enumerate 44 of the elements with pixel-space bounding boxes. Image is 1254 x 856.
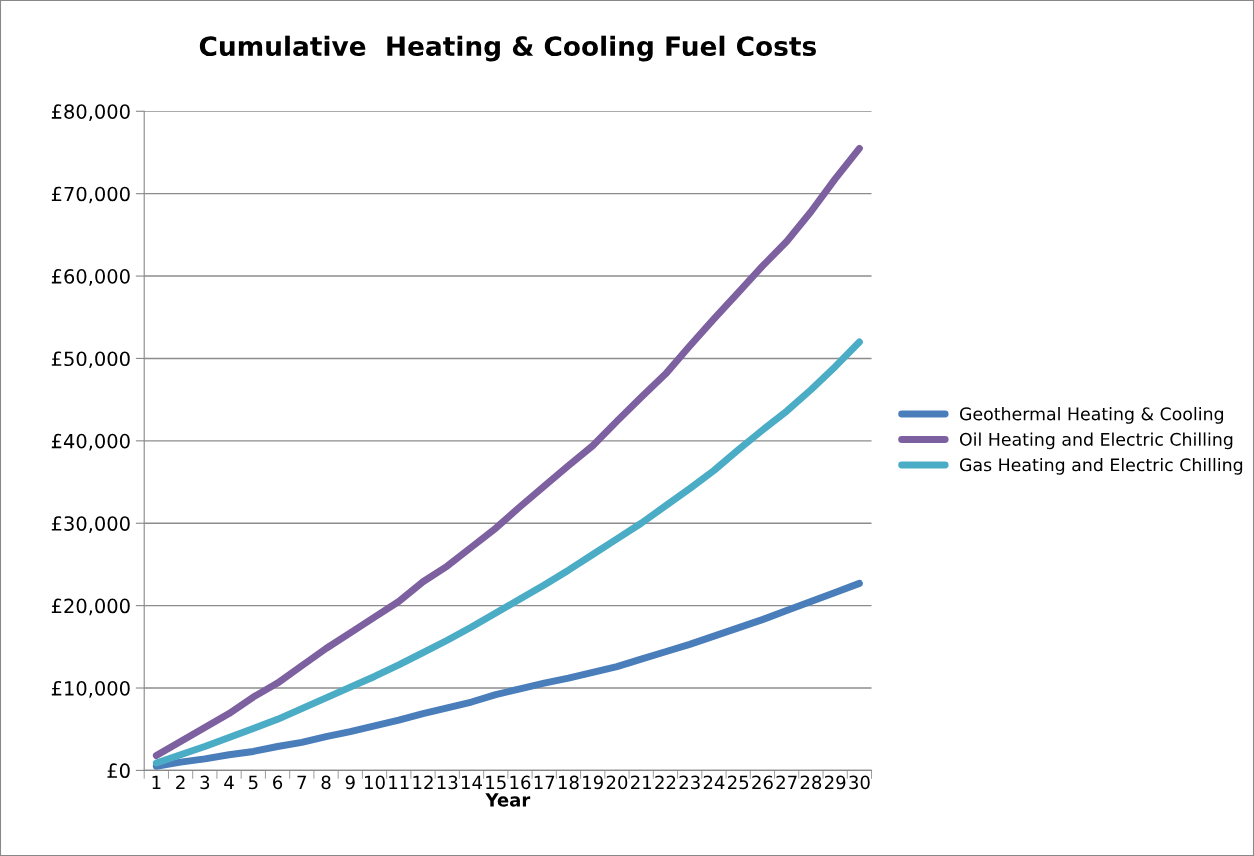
x-tick-label: 19	[583, 775, 603, 790]
x-tick-label: 22	[655, 775, 676, 789]
x-tick-label: 26	[752, 775, 773, 790]
x-tick-label: 23	[679, 775, 700, 790]
x-tick-label: 13	[437, 775, 458, 790]
x-tick-label: 17	[534, 775, 555, 789]
y-tick-label: £70,000	[51, 186, 130, 204]
x-tick-label: 21	[631, 775, 652, 789]
x-tick-label: 18	[558, 775, 579, 790]
x-tick-label: 30	[849, 775, 870, 790]
y-tick-label: £50,000	[51, 351, 130, 369]
x-tick-label: 16	[510, 775, 531, 790]
y-tick-label: £80,000	[51, 104, 130, 121]
y-tick-label: £30,000	[51, 516, 130, 533]
x-tick-label: 12	[413, 775, 433, 789]
x-tick-label: 14	[462, 775, 482, 789]
x-tick-label: 1	[152, 775, 161, 789]
x-tick-label: 24	[703, 775, 725, 789]
x-tick-label: 11	[389, 775, 409, 789]
legend-label: Oil Heating and Electric Chilling	[959, 432, 1233, 450]
x-tick-label: 25	[728, 775, 749, 790]
y-tick-label: £10,000	[51, 680, 130, 698]
x-tick-label: 10	[365, 775, 385, 790]
y-tick-label: £20,000	[51, 598, 130, 616]
x-axis-title: Year	[485, 793, 531, 807]
legend-label: Geothermal Heating & Cooling	[959, 406, 1224, 424]
x-tick-label: 3	[200, 775, 210, 790]
x-tick-label: 20	[606, 775, 628, 790]
x-tick-label: 15	[486, 775, 506, 790]
chart-title: Cumulative Heating & Cooling Fuel Costs	[199, 35, 816, 62]
x-tick-label: 5	[248, 775, 258, 790]
x-tick-label: 2	[176, 775, 185, 789]
x-tick-label: 7	[297, 775, 306, 789]
legend-label: Gas Heating and Electric Chilling	[959, 457, 1243, 475]
y-tick-label: £60,000	[51, 269, 130, 286]
x-tick-label: 29	[825, 775, 846, 790]
x-tick-label: 8	[321, 775, 331, 790]
y-tick-label: £40,000	[51, 433, 130, 451]
x-tick-label: 28	[800, 775, 822, 790]
y-tick-label: £0	[107, 763, 130, 779]
x-tick-label: 9	[345, 775, 355, 790]
x-tick-label: 27	[776, 775, 797, 789]
x-tick-label: 4	[224, 775, 234, 789]
x-tick-label: 6	[273, 775, 283, 790]
